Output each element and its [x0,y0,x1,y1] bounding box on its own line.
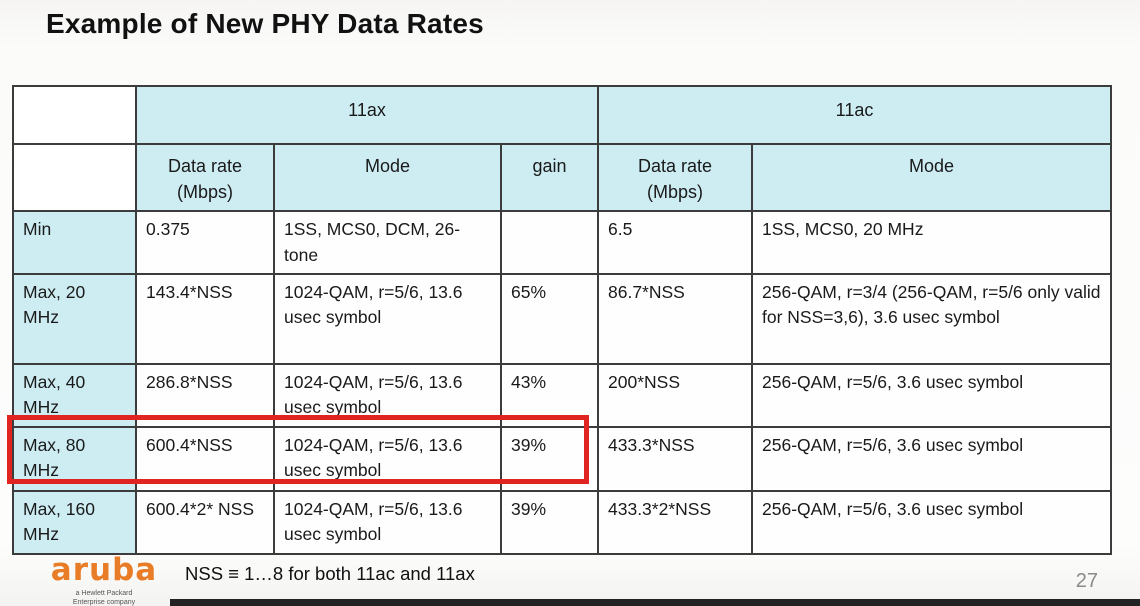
group-header-11ax: 11ax [135,85,599,145]
column-header-gain: gain [500,142,599,213]
table-row-max-80mhz: Max, 80 MHz 600.4*NSS 1024-QAM, r=5/6, 1… [12,425,1113,492]
cell-gain: 39% [500,489,599,555]
group-header-11ac: 11ac [596,85,1113,145]
bottom-edge-strip [170,599,1140,606]
cell-ax-mode: 1024-QAM, r=5/6, 13.6 usec symbol [273,425,502,492]
cell-ax-data-rate: 286.8*NSS [135,362,275,428]
column-header-ac-data-rate: Data rate (Mbps) [597,142,753,213]
cell-ax-mode: 1SS, MCS0, DCM, 26-tone [273,210,502,275]
row-label: Max, 40 MHz [12,362,137,428]
row-label: Min [12,210,137,275]
cell-gain: 65% [500,272,599,365]
aruba-logo-subtext: a Hewlett Packard Enterprise company [72,590,136,606]
cell-ax-data-rate: 143.4*NSS [135,272,275,365]
aruba-wordmark: aruba [50,552,158,588]
page-title: Example of New PHY Data Rates [46,8,484,39]
cell-ax-mode: 1024-QAM, r=5/6, 13.6 usec symbol [273,362,502,428]
cell-ax-data-rate: 0.375 [135,210,275,275]
cell-ac-mode: 1SS, MCS0, 20 MHz [750,210,1113,275]
cell-ac-mode: 256-QAM, r=5/6, 3.6 usec symbol [750,425,1113,492]
cell-ac-mode: 256-QAM, r=3/4 (256-QAM, r=5/6 only vali… [750,272,1113,365]
table-group-header-row: 11ax 11ac [12,85,1113,145]
cell-ax-mode: 1024-QAM, r=5/6, 13.6 usec symbol [273,489,502,555]
row-label: Max, 20 MHz [12,272,137,365]
column-header-ac-mode: Mode [750,142,1113,213]
cell-ac-mode: 256-QAM, r=5/6, 3.6 usec symbol [750,489,1113,555]
nss-footnote: NSS ≡ 1…8 for both 11ac and 11ax [185,563,475,584]
corner-cell [12,142,137,213]
cell-ax-data-rate: 600.4*2* NSS [135,489,275,555]
cell-ac-mode: 256-QAM, r=5/6, 3.6 usec symbol [750,362,1113,428]
phy-data-rates-table: 11ax 11ac Data rate (Mbps) Mode gain Dat… [12,85,1113,555]
column-header-ax-mode: Mode [273,142,502,213]
aruba-logo: aruba a Hewlett Packard Enterprise compa… [44,555,164,606]
row-label: Max, 160 MHz [12,489,137,555]
cell-gain: 39% [500,425,599,492]
cell-ac-data-rate: 6.5 [597,210,753,275]
cell-ax-data-rate: 600.4*NSS [135,425,275,492]
page-number: 27 [1075,570,1098,592]
table-row-max-160mhz: Max, 160 MHz 600.4*2* NSS 1024-QAM, r=5/… [12,489,1113,555]
cell-ac-data-rate: 433.3*2*NSS [597,489,753,555]
table-row-min: Min 0.375 1SS, MCS0, DCM, 26-tone 6.5 1S… [12,210,1113,275]
cell-ac-data-rate: 433.3*NSS [597,425,753,492]
row-label: Max, 80 MHz [12,425,137,492]
cell-ac-data-rate: 200*NSS [597,362,753,428]
table-row-max-40mhz: Max, 40 MHz 286.8*NSS 1024-QAM, r=5/6, 1… [12,362,1113,428]
cell-gain [500,210,599,275]
cell-gain: 43% [500,362,599,428]
cell-ax-mode: 1024-QAM, r=5/6, 13.6 usec symbol [273,272,502,365]
table-column-header-row: Data rate (Mbps) Mode gain Data rate (Mb… [12,142,1113,213]
corner-cell [12,85,137,145]
table-row-max-20mhz: Max, 20 MHz 143.4*NSS 1024-QAM, r=5/6, 1… [12,272,1113,365]
column-header-ax-data-rate: Data rate (Mbps) [135,142,275,213]
cell-ac-data-rate: 86.7*NSS [597,272,753,365]
